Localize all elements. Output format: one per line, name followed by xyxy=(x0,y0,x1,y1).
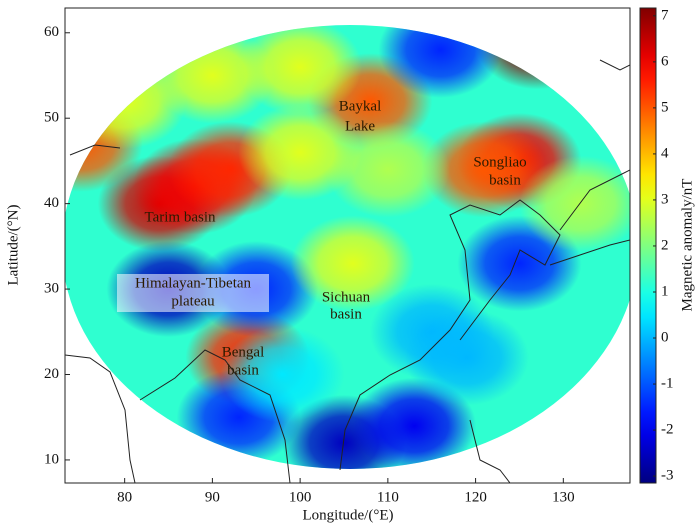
x-tick-label: 130 xyxy=(552,489,575,505)
colorbar-tick-label: 7 xyxy=(661,7,669,23)
colorbar-tick-label: 4 xyxy=(661,145,669,161)
anomaly-blob xyxy=(220,326,345,423)
annotation: Tarim basin xyxy=(144,209,216,225)
anomaly-blob xyxy=(404,309,529,406)
x-tick-label: 80 xyxy=(117,489,132,505)
annotation: basin xyxy=(330,306,362,322)
label-box xyxy=(117,274,269,312)
coastline xyxy=(549,239,630,266)
y-tick-label: 40 xyxy=(44,195,59,211)
colorbar-tick-label: 2 xyxy=(661,237,669,253)
anomaly-blob xyxy=(238,104,363,201)
x-tick-label: 120 xyxy=(464,489,487,505)
y-axis-label: Latitude/(°N) xyxy=(5,205,21,286)
annotation: basin xyxy=(489,172,521,188)
annotation: Bengal xyxy=(222,344,265,360)
annotation: Baykal xyxy=(339,98,382,114)
colorbar-tick-label: 5 xyxy=(661,99,669,115)
colorbar-label: Magnetic anomaly/nT xyxy=(679,179,695,312)
y-tick-label: 60 xyxy=(44,24,59,40)
field xyxy=(65,25,630,469)
anomaly-blob xyxy=(422,121,547,218)
y-tick-label: 30 xyxy=(44,281,59,297)
annotation: basin xyxy=(227,362,259,378)
coastline xyxy=(139,349,291,483)
x-axis-label: Longitude/(°E) xyxy=(303,507,394,523)
annotation: Sichuan xyxy=(322,289,371,305)
colorbar-tick-label: 6 xyxy=(661,53,669,69)
y-tick-label: 10 xyxy=(44,451,59,467)
y-tick-label: 20 xyxy=(44,366,59,382)
coastline xyxy=(65,354,136,483)
coastline xyxy=(469,419,511,483)
coastline xyxy=(69,144,121,156)
annotation: plateau xyxy=(171,293,215,309)
annotation: Himalayan-Tibetan xyxy=(135,275,252,291)
anomaly-blob xyxy=(378,25,503,98)
x-tick-label: 90 xyxy=(205,489,220,505)
coastline xyxy=(339,199,561,471)
x-tick-label: 100 xyxy=(289,489,312,505)
colorbar-tick-label: 3 xyxy=(661,191,669,207)
colorbar-tick-label: -1 xyxy=(661,375,674,391)
plot-frame xyxy=(64,7,631,484)
x-tick-label: 110 xyxy=(377,489,399,505)
plot-area xyxy=(65,25,630,483)
annotation: Lake xyxy=(345,118,375,134)
colorbar-tick-label: -2 xyxy=(661,422,674,438)
colorbar-tick-label: 1 xyxy=(661,283,669,299)
coastline xyxy=(559,169,630,231)
coastline xyxy=(599,59,630,71)
anomaly-blob xyxy=(65,53,187,150)
annotation: Songliao xyxy=(473,154,526,170)
anomaly-blob xyxy=(518,155,630,252)
colorbar-tick-label: 0 xyxy=(661,329,669,345)
colorbar-tick-label: -3 xyxy=(661,468,674,484)
anomaly-blob xyxy=(290,215,415,312)
y-tick-label: 50 xyxy=(44,110,59,126)
anomaly-blob xyxy=(238,25,363,115)
